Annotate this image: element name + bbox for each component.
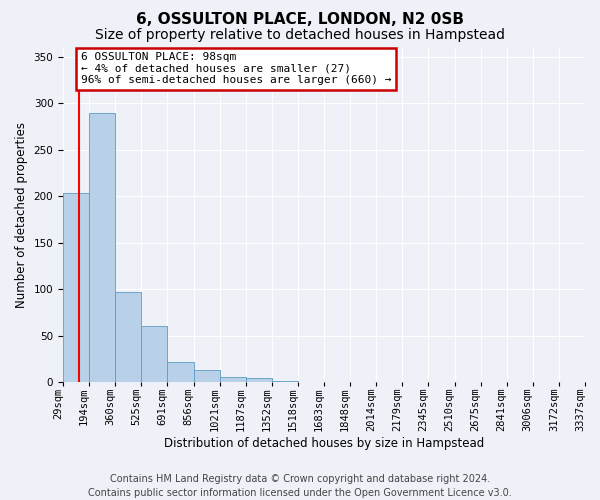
Bar <box>220 378 246 382</box>
Bar <box>63 194 89 382</box>
Bar <box>194 370 220 382</box>
Text: 6, OSSULTON PLACE, LONDON, N2 0SB: 6, OSSULTON PLACE, LONDON, N2 0SB <box>136 12 464 28</box>
Bar <box>167 362 194 382</box>
Text: Size of property relative to detached houses in Hampstead: Size of property relative to detached ho… <box>95 28 505 42</box>
Bar <box>142 326 167 382</box>
Text: Contains HM Land Registry data © Crown copyright and database right 2024.
Contai: Contains HM Land Registry data © Crown c… <box>88 474 512 498</box>
Bar <box>89 112 115 382</box>
Bar <box>246 378 272 382</box>
X-axis label: Distribution of detached houses by size in Hampstead: Distribution of detached houses by size … <box>164 437 484 450</box>
Y-axis label: Number of detached properties: Number of detached properties <box>15 122 28 308</box>
Bar <box>272 381 298 382</box>
Text: 6 OSSULTON PLACE: 98sqm
← 4% of detached houses are smaller (27)
96% of semi-det: 6 OSSULTON PLACE: 98sqm ← 4% of detached… <box>81 52 391 86</box>
Bar <box>115 292 142 382</box>
